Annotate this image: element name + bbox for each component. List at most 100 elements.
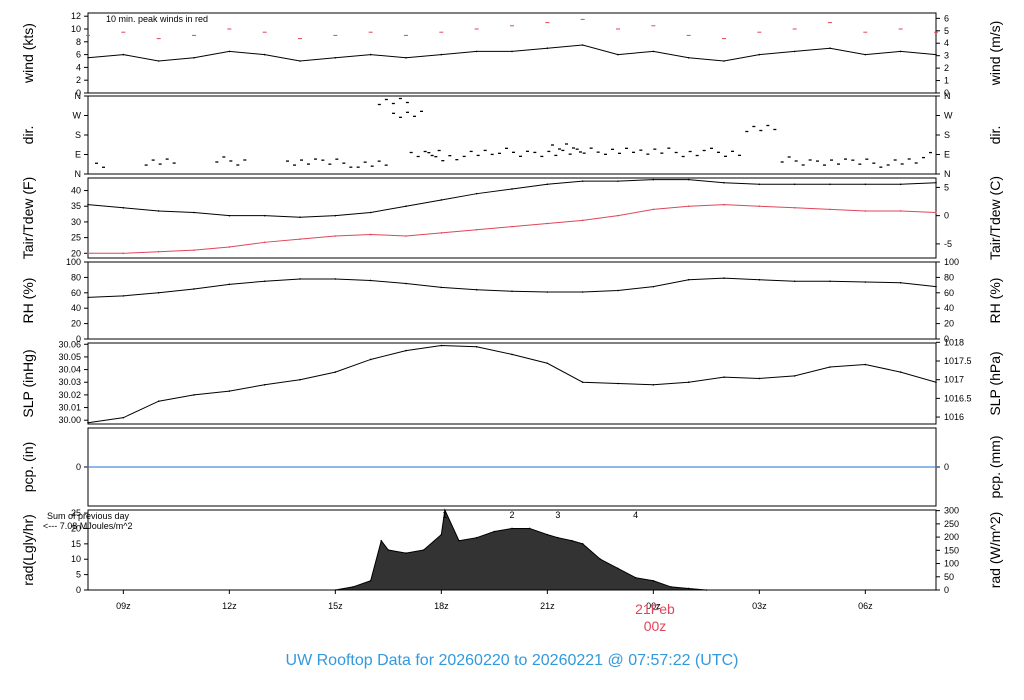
y-axis-label-right: wind (m/s) bbox=[987, 21, 1003, 87]
y-tick-label-right: 0 bbox=[944, 211, 949, 221]
series-point bbox=[864, 53, 867, 56]
series-point bbox=[511, 188, 513, 190]
radiation-point bbox=[634, 576, 637, 579]
series-point bbox=[793, 280, 796, 283]
y-tick-label-left: 35 bbox=[71, 201, 81, 211]
series-point bbox=[899, 183, 902, 186]
radiation-point bbox=[581, 543, 584, 545]
series-point bbox=[723, 60, 725, 62]
footer-title: UW Rooftop Data for 20260220 to 20260221… bbox=[286, 652, 739, 669]
series-point bbox=[475, 345, 478, 348]
series-point bbox=[334, 214, 337, 217]
y-tick-label-left: 30.04 bbox=[58, 365, 81, 375]
y-axis-label-left: Tair/Tdew (F) bbox=[20, 177, 36, 259]
series-point bbox=[829, 366, 831, 368]
y-tick-label-right: 100 bbox=[944, 257, 959, 267]
series-point bbox=[193, 57, 195, 59]
series-point bbox=[263, 214, 266, 217]
y-tick-label-right: 1017 bbox=[944, 375, 964, 385]
series-point bbox=[935, 211, 937, 214]
y-tick-label-left: 5 bbox=[76, 570, 81, 580]
series-point bbox=[87, 466, 89, 468]
radiation-point bbox=[599, 558, 602, 561]
y-tick-label-left: 0 bbox=[76, 334, 81, 344]
series-point bbox=[157, 292, 160, 294]
series-point bbox=[369, 279, 372, 282]
series-point bbox=[228, 390, 231, 392]
panel-temp: 20 25 30 35 40 -5 0 5 Tair/Tdew (F) Tair/Tdew (C) bbox=[20, 176, 1003, 260]
y-tick-label-left: 12 bbox=[71, 11, 81, 21]
radiation-point bbox=[571, 539, 573, 542]
series-point bbox=[617, 53, 619, 56]
radiation-point bbox=[557, 536, 559, 539]
radiation-area bbox=[335, 508, 707, 591]
series-point bbox=[687, 278, 690, 281]
x-axis: 09z 12z 15z 18z 21z 00z 03z 06z bbox=[116, 590, 873, 611]
y-tick-label-right: 1018 bbox=[944, 337, 964, 347]
series-point bbox=[652, 285, 655, 288]
y-tick-label-right: 80 bbox=[944, 272, 954, 282]
series-point bbox=[546, 183, 549, 186]
y-tick-label-left: 2 bbox=[76, 75, 81, 85]
series-point bbox=[546, 47, 549, 49]
panel-slp: 30.00 30.01 30.02 30.03 30.04 30.05 30.06 1016 1… bbox=[20, 337, 1003, 425]
series-point bbox=[581, 44, 584, 46]
series-point bbox=[652, 208, 655, 211]
series-point bbox=[899, 281, 902, 284]
y-tick-label-right: 50 bbox=[944, 572, 954, 582]
series-point bbox=[228, 283, 231, 286]
series-point bbox=[369, 358, 372, 361]
series-point bbox=[193, 288, 195, 290]
y-tick-label-right: 60 bbox=[944, 288, 954, 298]
radiation-point bbox=[687, 587, 690, 590]
series-point bbox=[405, 205, 407, 208]
series-point bbox=[405, 349, 407, 352]
series-point bbox=[546, 291, 549, 293]
series-point bbox=[228, 214, 231, 217]
radiation-point bbox=[493, 530, 496, 533]
y-tick-label-right: 200 bbox=[944, 532, 959, 542]
series-point bbox=[687, 178, 690, 181]
y-tick-label-right: 0 bbox=[944, 585, 949, 595]
y-tick-label-left: 4 bbox=[76, 62, 81, 72]
y-tick-label-right: 40 bbox=[944, 303, 954, 313]
series-point bbox=[652, 383, 655, 386]
radiation-point bbox=[380, 539, 383, 542]
panel-rh: 0 20 40 60 80 100 0 20 40 60 80 100 RH (%) RH (%) bbox=[20, 257, 1003, 344]
series-point bbox=[263, 53, 266, 56]
series-point bbox=[687, 57, 690, 59]
y-tick-label-left: 40 bbox=[71, 186, 81, 196]
series-point bbox=[617, 214, 619, 217]
annotation-line: <--- 7.08 MJoules/m^2 bbox=[43, 521, 133, 531]
radiation-point bbox=[352, 586, 354, 588]
series-point bbox=[87, 203, 89, 206]
series-point bbox=[511, 50, 513, 53]
series-point bbox=[440, 53, 443, 56]
series-point bbox=[193, 249, 195, 251]
x-tick-label: 03z bbox=[752, 601, 767, 611]
series-point bbox=[546, 362, 549, 365]
panel-frame bbox=[87, 342, 937, 425]
series-point bbox=[228, 246, 231, 248]
y-tick-label-left: 20 bbox=[71, 319, 81, 329]
panel-annotation: 10 min. peak winds in red bbox=[106, 14, 208, 24]
y-tick-label-right: 3 bbox=[944, 51, 949, 61]
series-point bbox=[652, 178, 655, 181]
series-point bbox=[511, 225, 513, 228]
series-point bbox=[864, 183, 867, 186]
y-tick-label-left: 0 bbox=[76, 462, 81, 472]
y-tick-label-right: 1017.5 bbox=[944, 356, 972, 366]
series-point bbox=[334, 278, 337, 280]
series-point bbox=[440, 232, 443, 234]
y-tick-label-right: 4 bbox=[944, 38, 949, 48]
marker-label: 2 bbox=[509, 510, 514, 520]
y-tick-label-right: 6 bbox=[944, 13, 949, 23]
series-point bbox=[440, 199, 443, 201]
y-tick-label-right: 100 bbox=[944, 559, 959, 569]
series-point bbox=[122, 295, 125, 297]
y-tick-label-right: 2 bbox=[944, 63, 949, 73]
radiation-point bbox=[444, 509, 446, 511]
y-tick-label-right: S bbox=[944, 130, 950, 140]
y-axis-label-left: rad(Lgly/hr) bbox=[20, 514, 36, 586]
y-tick-label-left: 20 bbox=[71, 248, 81, 258]
